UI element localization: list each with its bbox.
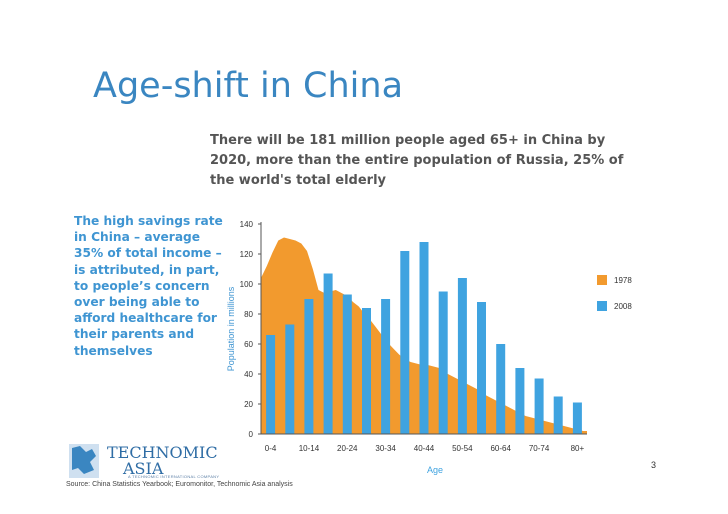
bar-2008-25-29 [362, 308, 371, 434]
y-axis-label: Population in millions [226, 286, 236, 371]
legend-label-1978: 1978 [614, 276, 632, 285]
y-tick-label: 100 [240, 280, 254, 289]
x-tick-label: 0-4 [265, 444, 277, 453]
y-tick-label: 60 [244, 340, 253, 349]
bar-2008-0-4 [266, 335, 276, 434]
bar-2008-5-9 [285, 324, 295, 434]
bar-layer-2008 [266, 242, 582, 434]
axis-layer: 0 20 40 60 80 100 120 140 0-4 10-14 20-24 30-34 40-4… [226, 220, 587, 475]
logo-tagline: A TECHNOMIC INTERNATIONAL COMPANY [128, 474, 220, 479]
y-tick-label: 80 [244, 310, 253, 319]
x-tick-label: 30-34 [375, 444, 396, 453]
logo-text-technomic: TECHNOMIC [107, 443, 218, 462]
bar-2008-80+ [572, 402, 582, 434]
series-1978-area [261, 237, 587, 434]
x-tick-label: 70-74 [529, 444, 550, 453]
slide-title: Age-shift in China [93, 66, 404, 106]
savings-rate-note: The high savings rate in China – average… [74, 214, 223, 358]
area-layer-1978 [261, 237, 587, 434]
bar-2008-40-44 [419, 242, 429, 434]
bar-2008-15-19 [323, 273, 333, 434]
y-tick-label: 40 [244, 370, 253, 379]
x-tick-label: 40-44 [414, 444, 435, 453]
legend-label-2008: 2008 [614, 302, 632, 311]
bar-2008-50-54 [457, 278, 467, 434]
bar-2008-10-14 [304, 299, 314, 434]
bar-2008-35-39 [400, 251, 410, 434]
bar-2008-45-49 [438, 291, 448, 434]
legend: 1978 2008 [597, 275, 632, 311]
legend-swatch-2008 [597, 301, 607, 311]
y-tick-label: 140 [240, 220, 254, 229]
technomic-logo [66, 440, 196, 482]
x-tick-label: 60-64 [490, 444, 511, 453]
y-tick-label: 20 [244, 400, 253, 409]
x-axis-label: Age [427, 465, 443, 475]
y-tick-label: 120 [240, 250, 254, 259]
logo-text-asia: ASIA [123, 459, 164, 478]
bar-2008-65-69 [515, 368, 525, 434]
source-note: Source: China Statistics Yearbook; Eurom… [66, 481, 293, 488]
bar-2008-70-74 [534, 378, 544, 434]
x-tick-label: 20-24 [337, 444, 358, 453]
bar-2008-30-34 [381, 299, 391, 434]
x-tick-label: 10-14 [299, 444, 320, 453]
bar-2008-75-79 [553, 396, 563, 434]
page-number: 3 [651, 460, 657, 470]
bar-2008-55-59 [477, 302, 486, 434]
x-tick-label: 80+ [571, 444, 585, 453]
y-tick-label: 0 [249, 430, 254, 439]
bar-2008-20-24 [342, 294, 352, 434]
slide-subtitle: There will be 181 million people aged 65… [210, 133, 624, 188]
x-tick-label: 50-54 [452, 444, 473, 453]
bar-2008-60-64 [496, 344, 506, 434]
legend-swatch-1978 [597, 275, 607, 285]
